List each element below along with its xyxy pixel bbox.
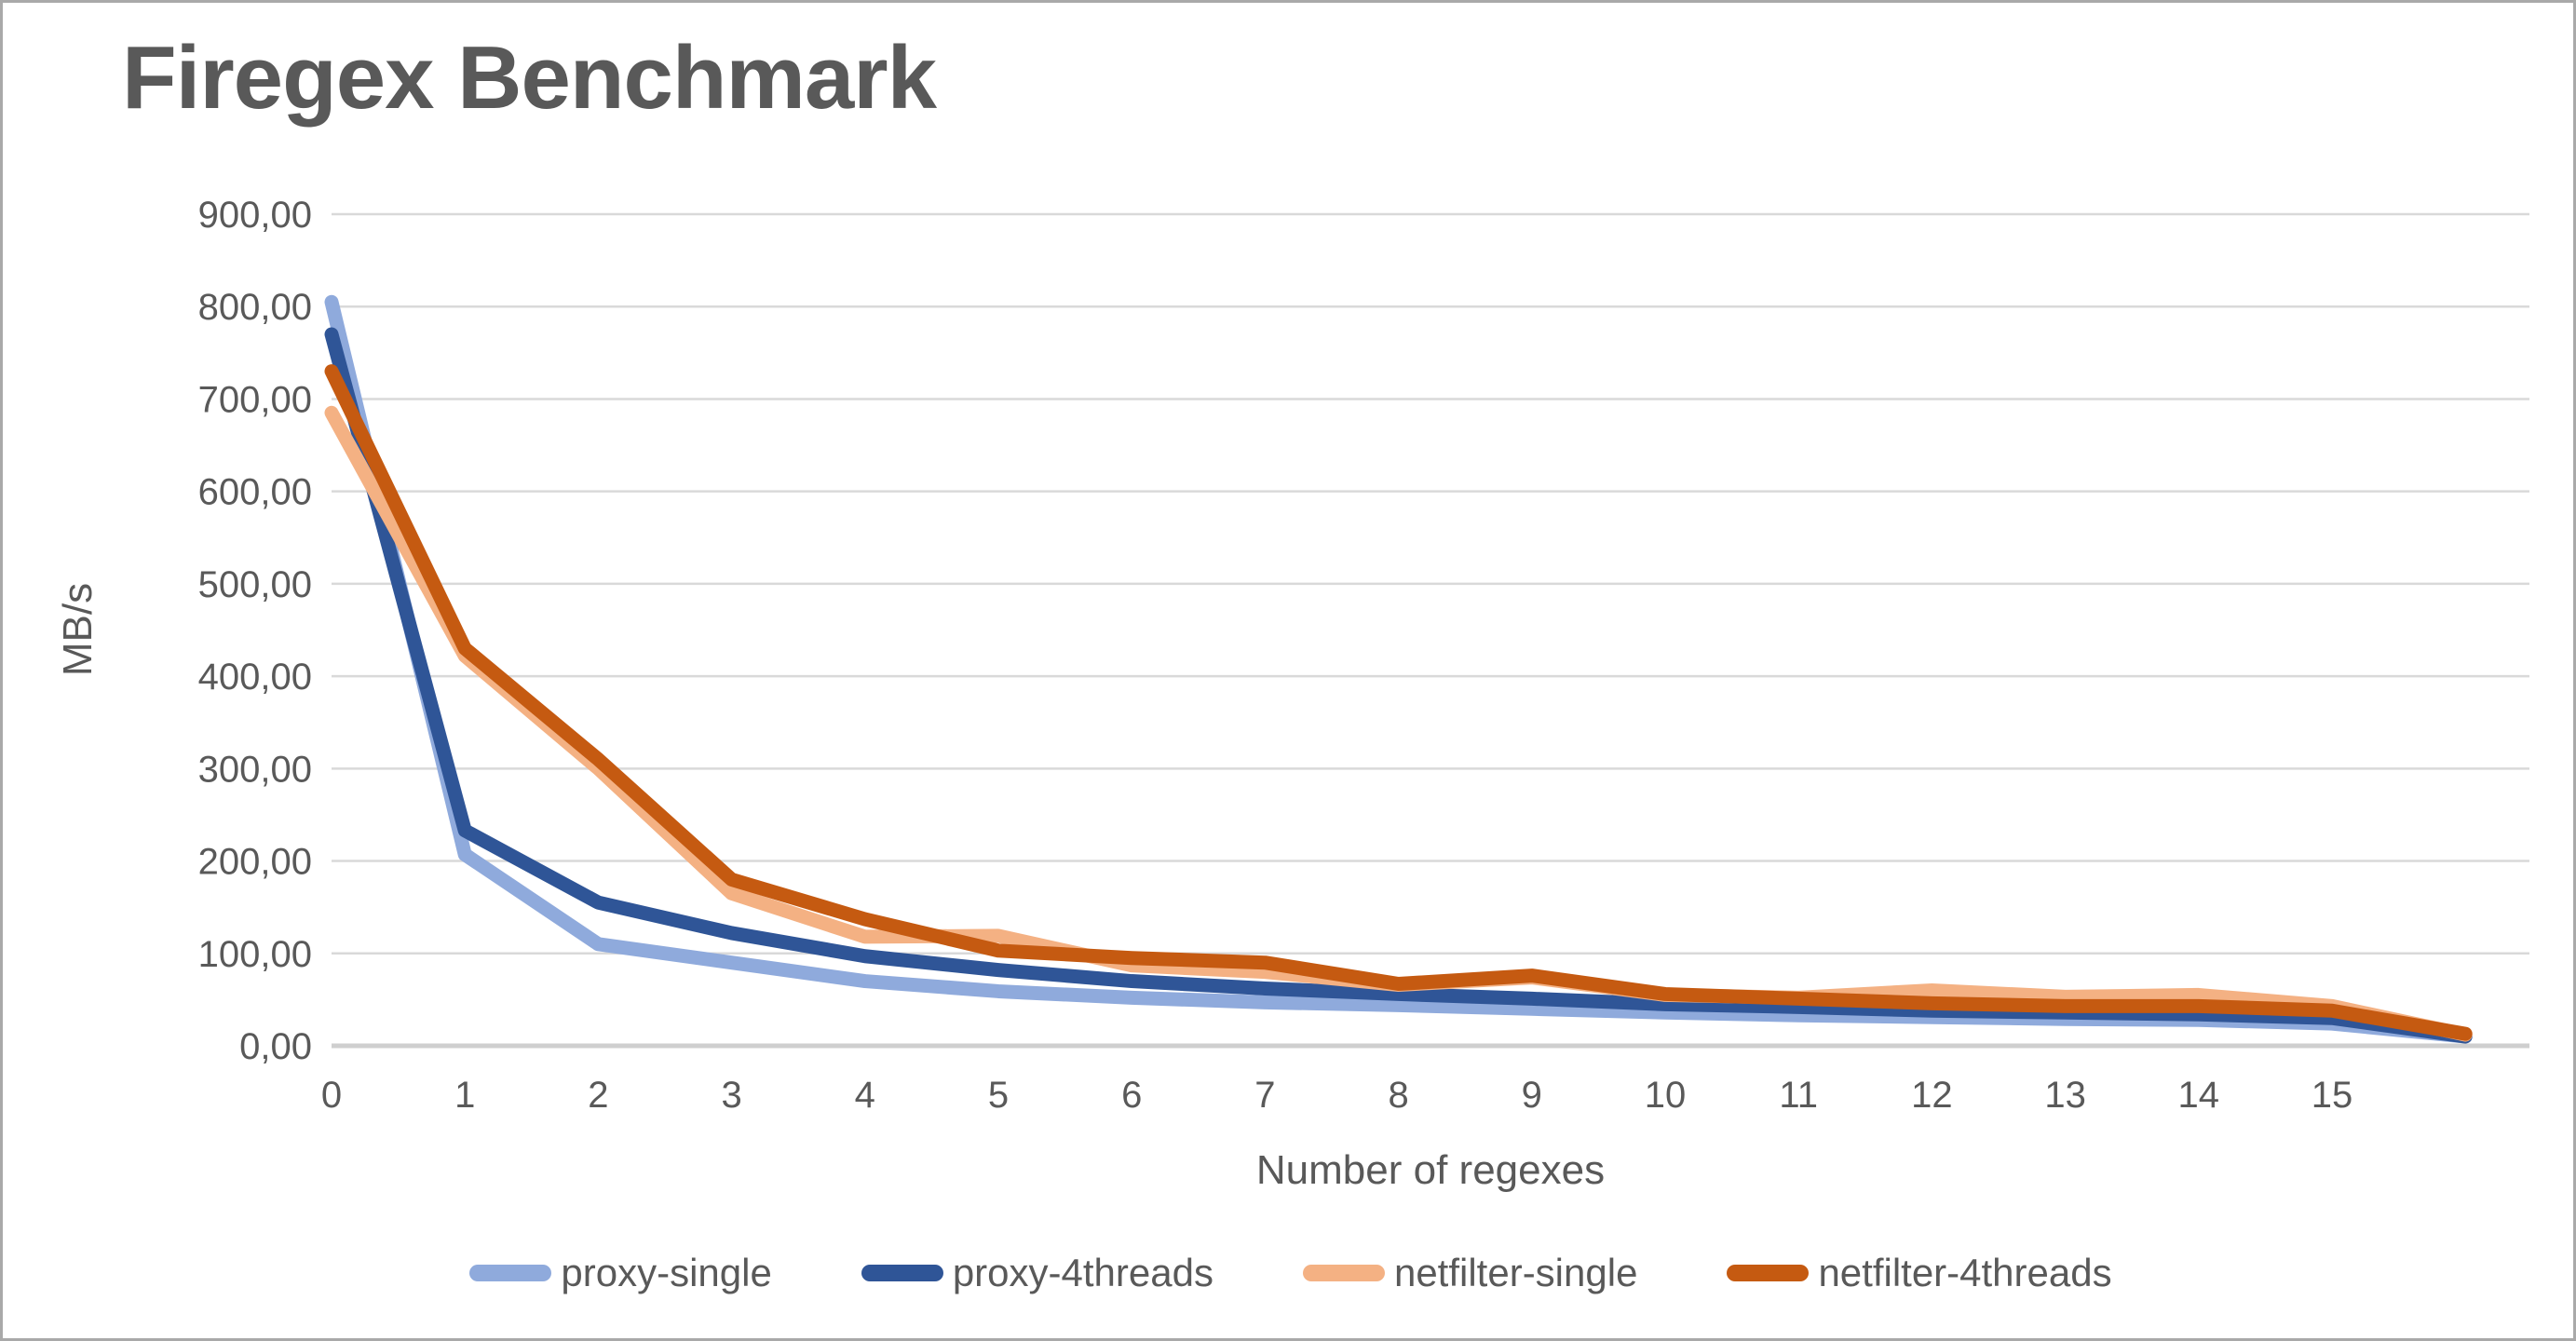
x-tick-label: 13 (2044, 1075, 2086, 1116)
chart-legend: proxy-single proxy-4threads netfilter-sing… (3, 1251, 2573, 1295)
y-tick-label: 600,00 (198, 472, 312, 513)
legend-item-proxy-single: proxy-single (469, 1251, 772, 1295)
legend-item-netfilter-4threads: netfilter-4threads (1727, 1251, 2112, 1295)
x-tick-label: 11 (1779, 1075, 1818, 1116)
y-tick-label: 0,00 (239, 1026, 312, 1067)
series-line-netfilter-4threads (324, 364, 2473, 1041)
legend-item-proxy-4threads: proxy-4threads (861, 1251, 1213, 1295)
plot-area: 900,00800,00700,00600,00500,00400,00300,… (55, 195, 2529, 1193)
x-tick-label: 15 (2312, 1075, 2353, 1116)
legend-swatch-netfilter-4threads (1727, 1265, 1810, 1281)
x-tick-label: 6 (1121, 1075, 1142, 1116)
x-tick-label: 2 (588, 1075, 608, 1116)
series-line-netfilter-single (324, 405, 2473, 1042)
legend-label: netfilter-4threads (1818, 1251, 2112, 1294)
y-tick-label: 700,00 (198, 379, 312, 420)
legend-swatch-proxy-single (469, 1265, 552, 1281)
legend-label: proxy-single (561, 1251, 772, 1294)
x-tick-label: 5 (988, 1075, 1009, 1116)
chart-title: Firegex Benchmark (122, 28, 937, 128)
x-tick-label: 12 (1911, 1075, 1953, 1116)
x-tick-label: 9 (1522, 1075, 1542, 1116)
y-axis-title: MB/s (55, 583, 101, 676)
series-line-proxy-single (324, 294, 2473, 1044)
x-tick-label: 0 (321, 1075, 342, 1116)
legend-label: netfilter-single (1393, 1251, 1638, 1294)
y-tick-label: 400,00 (198, 657, 312, 698)
y-tick-label: 100,00 (198, 934, 312, 975)
x-tick-label: 14 (2178, 1075, 2220, 1116)
x-tick-label: 4 (855, 1075, 875, 1116)
x-tick-label: 10 (1645, 1075, 1687, 1116)
y-tick-label: 500,00 (198, 564, 312, 605)
x-tick-label: 8 (1388, 1075, 1408, 1116)
x-tick-label: 7 (1254, 1075, 1275, 1116)
legend-label: proxy-4threads (952, 1251, 1213, 1294)
x-tick-label: 1 (454, 1075, 475, 1116)
x-tick-label: 3 (721, 1075, 741, 1116)
x-axis-title: Number of regexes (1256, 1147, 1605, 1193)
series-line-proxy-4threads (324, 327, 2473, 1044)
legend-swatch-proxy-4threads (861, 1265, 943, 1281)
legend-item-netfilter-single: netfilter-single (1302, 1251, 1638, 1295)
legend-swatch-netfilter-single (1302, 1265, 1385, 1281)
y-tick-label: 900,00 (198, 195, 312, 236)
y-tick-label: 200,00 (198, 842, 312, 883)
y-tick-label: 800,00 (198, 287, 312, 328)
y-tick-label: 300,00 (198, 749, 312, 790)
